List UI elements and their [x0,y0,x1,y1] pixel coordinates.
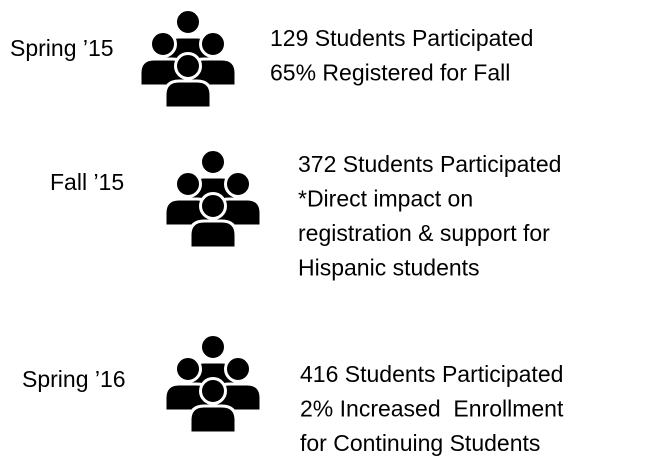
term-label: Spring ’16 [22,366,126,392]
description-line: Hispanic students [298,255,480,281]
people-icon [165,150,261,249]
description-line: 2% Increased Enrollment [300,396,564,422]
term-label: Fall ’15 [50,169,124,195]
people-icon [140,10,236,109]
description-line: 65% Registered for Fall [270,60,510,86]
term-label: Spring ’15 [10,35,114,61]
description-line: 372 Students Participated [298,151,561,177]
people-icon [165,335,261,434]
description-line: *Direct impact on [298,186,473,212]
description-line: 129 Students Participated [270,25,533,51]
description-line: registration & support for [298,220,550,246]
description-line: 416 Students Participated [300,361,563,387]
description-line: for Continuing Students [300,430,540,456]
